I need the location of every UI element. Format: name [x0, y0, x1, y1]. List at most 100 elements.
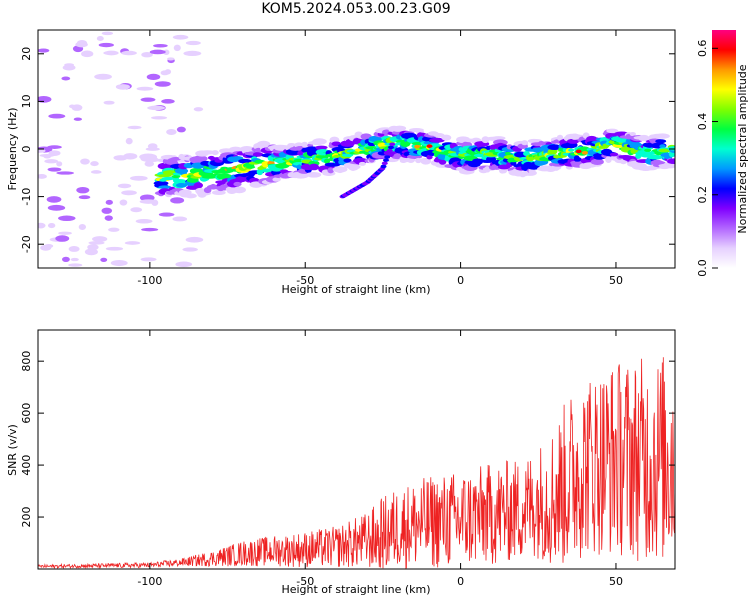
colorbar-tick-label: 0.4: [696, 113, 709, 130]
heatmap-cell: [117, 183, 132, 189]
heatmap-cell: [308, 163, 320, 171]
heatmap-cell: [81, 50, 94, 58]
snr-panel: -100 -50 0 50 200 400 600 800 Height of straig…: [6, 329, 676, 596]
heatmap-cell: [43, 154, 51, 159]
snr-y-ticks: 200 400 600 800: [20, 351, 675, 528]
heatmap-cell: [164, 69, 172, 75]
heatmap-cell: [245, 165, 256, 169]
heatmap-cell: [211, 150, 219, 156]
heatmap-cell: [547, 148, 558, 155]
heatmap-cell: [58, 215, 76, 222]
colorbar-tick-label: 0.2: [696, 186, 709, 204]
heatmap-cell: [61, 76, 71, 81]
heatmap-cell: [387, 145, 394, 150]
x-tick-label: 50: [609, 575, 623, 588]
heatmap-cell: [185, 236, 204, 243]
heatmap-cell: [48, 113, 66, 119]
heatmap-cell: [491, 136, 506, 141]
spectrogram-y-ticks: -20 -10 0 10 20: [20, 47, 675, 253]
heatmap-cell: [504, 151, 511, 156]
heatmap-cell: [101, 207, 113, 214]
heatmap-cell: [312, 138, 327, 145]
heatmap-cell: [146, 73, 161, 80]
heatmap-peak: [581, 151, 588, 155]
heatmap-cell: [384, 155, 391, 159]
x-tick-label: -100: [137, 575, 162, 588]
spectrogram-x-ticks: -100 -50 0 50: [137, 30, 623, 287]
heatmap-cell: [150, 116, 168, 120]
heatmap-peak: [575, 149, 582, 154]
heatmap-cell: [68, 263, 83, 267]
heatmap-cell: [184, 193, 197, 199]
colorbar-tick-label: 0.0: [696, 259, 709, 277]
heatmap-cell: [101, 31, 114, 36]
heatmap-cell: [123, 153, 138, 160]
heatmap-cell: [606, 128, 619, 134]
heatmap-cell: [125, 137, 133, 145]
heatmap-cell: [38, 222, 46, 229]
heatmap-cell: [68, 245, 80, 252]
x-tick-label: 0: [457, 575, 464, 588]
heatmap-cell: [231, 156, 244, 160]
heatmap-cell: [385, 151, 392, 156]
heatmap-cell: [55, 235, 70, 242]
heatmap-cell: [167, 57, 175, 61]
y-tick-label: 600: [20, 403, 33, 424]
heatmap-cell: [119, 199, 128, 206]
heatmap-cell: [386, 148, 393, 153]
heatmap-cell: [38, 174, 47, 179]
heatmap-cell: [175, 261, 193, 268]
heatmap-cell: [575, 157, 582, 162]
heatmap-cell: [647, 154, 663, 160]
heatmap-cell: [668, 146, 675, 151]
heatmap-cell: [556, 134, 564, 141]
heatmap-cell: [172, 216, 188, 222]
heatmap-cell: [336, 167, 344, 174]
heatmap-cell: [605, 156, 612, 164]
heatmap-cell: [90, 170, 102, 174]
y-tick-label: 10: [20, 94, 33, 108]
heatmap-cell: [135, 219, 153, 224]
heatmap-cell: [44, 243, 54, 249]
heatmap-cell: [56, 171, 75, 175]
heatmap-cell: [429, 137, 445, 143]
heatmap-cell: [238, 158, 252, 164]
y-tick-label: 400: [20, 455, 33, 476]
heatmap-cell: [76, 186, 90, 194]
heatmap-cell: [659, 144, 666, 149]
heatmap-cell: [104, 50, 119, 56]
heatmap-cell: [154, 81, 171, 87]
heatmap-cell: [58, 231, 72, 235]
heatmap-cell: [130, 207, 143, 213]
heatmap-cell: [173, 178, 187, 184]
y-tick-label: 200: [20, 507, 33, 528]
heatmap-cell: [182, 247, 198, 252]
heatmap-cell: [433, 132, 445, 138]
heatmap-cell: [619, 159, 628, 165]
heatmap-cell: [76, 40, 88, 46]
heatmap-cell: [306, 171, 322, 178]
colorbar: 0.0 0.2 0.4 0.6 Normalized spectral amplitu…: [696, 30, 749, 277]
y-tick-label: 0: [20, 146, 33, 153]
heatmap-cell: [46, 196, 62, 203]
heatmap-cell: [426, 154, 433, 160]
heatmap-cell: [166, 129, 177, 136]
heatmap-cell: [327, 167, 335, 174]
heatmap-cell: [62, 64, 76, 71]
x-tick-label: 50: [609, 274, 623, 287]
heatmap-cell: [127, 125, 142, 130]
heatmap-cell: [170, 160, 178, 165]
heatmap-cell: [389, 142, 396, 147]
heatmap-cell: [38, 48, 50, 53]
colorbar-scale: [712, 30, 736, 268]
heatmap-cell: [353, 157, 369, 164]
heatmap-cell: [141, 52, 153, 58]
colorbar-tick-label: 0.6: [696, 40, 709, 58]
heatmap-cell: [161, 176, 176, 181]
heatmap-cell: [547, 144, 562, 151]
heatmap-cell: [232, 186, 246, 194]
spectrogram-x-axis-label: Height of straight line (km): [281, 283, 430, 296]
heatmap-cell: [56, 161, 63, 167]
heatmap-cell: [170, 197, 185, 204]
